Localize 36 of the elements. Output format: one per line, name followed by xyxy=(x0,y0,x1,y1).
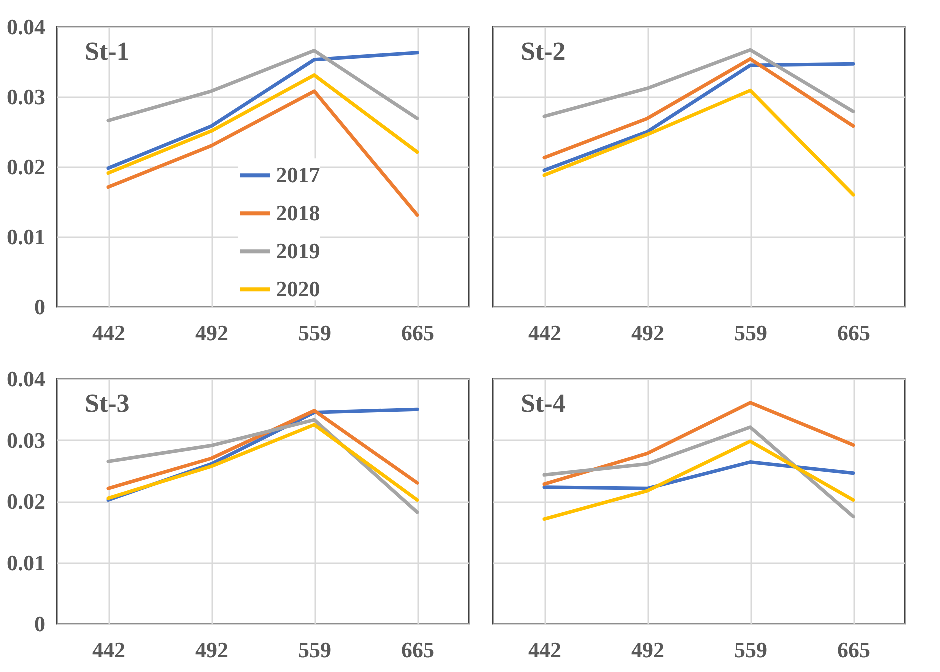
x-tick-label: 559 xyxy=(734,638,768,662)
x-tick-label: 492 xyxy=(632,638,664,662)
x-tick-label: 559 xyxy=(298,320,332,346)
chart-title: St-1 xyxy=(85,37,130,66)
x-tick-label: 665 xyxy=(838,320,870,346)
x-tick-label: 492 xyxy=(632,320,664,346)
x-tick-label: 442 xyxy=(528,638,562,662)
y-tick-label: 0 xyxy=(34,294,46,320)
x-tick-label: 442 xyxy=(92,638,126,662)
x-tick-label: 442 xyxy=(528,320,562,346)
y-tick-label: 0.01 xyxy=(7,224,46,250)
y-tick-label: 0.04 xyxy=(7,14,46,40)
line-series xyxy=(106,418,420,514)
y-tick-label: 0.02 xyxy=(7,489,46,514)
x-tick-label: 559 xyxy=(298,638,332,662)
legend-label: 2018 xyxy=(276,200,320,226)
x-tick-label: 665 xyxy=(402,320,434,346)
y-tick-label: 0.02 xyxy=(7,154,46,180)
x-tick-label: 559 xyxy=(734,320,768,346)
y-tick-label: 0.03 xyxy=(7,428,46,453)
legend-label: 2017 xyxy=(276,162,320,188)
y-tick-label: 0 xyxy=(34,612,46,636)
y-tick-label: 0.04 xyxy=(7,366,46,392)
legend-label: 2019 xyxy=(276,238,320,264)
x-tick-label: 492 xyxy=(196,320,228,346)
line-series xyxy=(106,423,420,502)
x-tick-label: 665 xyxy=(402,638,434,662)
legend-label: 2020 xyxy=(276,276,320,302)
chart-title: St-3 xyxy=(85,389,130,418)
chart-title: St-4 xyxy=(521,389,566,418)
x-tick-label: 665 xyxy=(838,638,870,662)
chart-title: St-2 xyxy=(521,37,566,66)
x-tick-label: 442 xyxy=(92,320,126,346)
y-tick-label: 0.01 xyxy=(7,550,46,576)
x-tick-label: 492 xyxy=(196,638,228,662)
y-tick-label: 0.03 xyxy=(7,84,46,110)
